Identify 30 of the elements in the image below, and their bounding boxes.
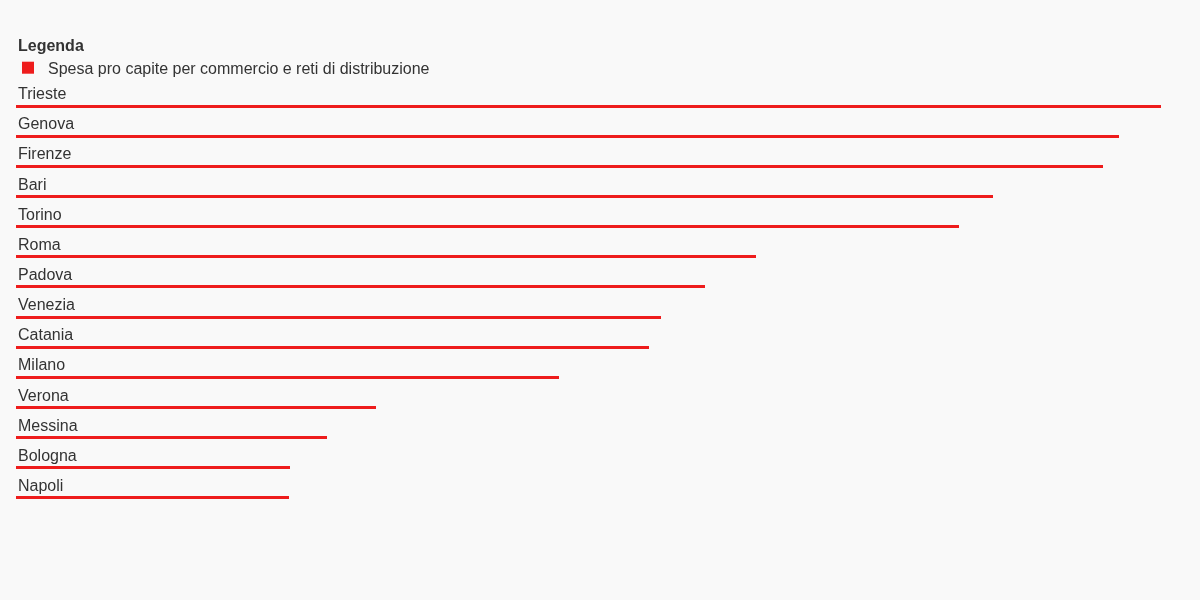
bar bbox=[16, 466, 290, 469]
bar bbox=[16, 346, 649, 349]
y-tick-label: Firenze bbox=[18, 145, 72, 162]
bar bbox=[16, 406, 376, 409]
y-tick-label: Roma bbox=[18, 236, 61, 253]
bar bbox=[16, 496, 289, 499]
legend-title: Legenda bbox=[18, 36, 84, 54]
y-tick-label: Venezia bbox=[18, 296, 76, 313]
y-tick-label: Genova bbox=[18, 115, 75, 132]
y-tick-label: Bari bbox=[18, 176, 47, 193]
bar bbox=[16, 285, 705, 288]
bar bbox=[16, 105, 1161, 108]
bar bbox=[16, 376, 559, 379]
y-tick-label: Milano bbox=[18, 356, 66, 373]
bar bbox=[16, 225, 959, 228]
y-tick-label: Napoli bbox=[18, 477, 64, 494]
bar bbox=[16, 316, 661, 319]
bar bbox=[16, 436, 327, 439]
y-tick-label: Catania bbox=[18, 326, 74, 343]
y-tick-label: Messina bbox=[18, 417, 78, 434]
y-tick-label: Bologna bbox=[18, 447, 77, 464]
bar bbox=[16, 255, 756, 258]
bar bbox=[16, 135, 1119, 138]
bar bbox=[16, 165, 1103, 168]
y-tick-label: Verona bbox=[18, 387, 69, 404]
legend-label: Spesa pro capite per commercio e reti di distribuzione bbox=[48, 59, 430, 77]
bar bbox=[16, 195, 993, 198]
y-tick-label: Trieste bbox=[18, 85, 67, 102]
y-tick-label: Torino bbox=[18, 206, 62, 223]
y-tick-label: Padova bbox=[18, 266, 73, 283]
